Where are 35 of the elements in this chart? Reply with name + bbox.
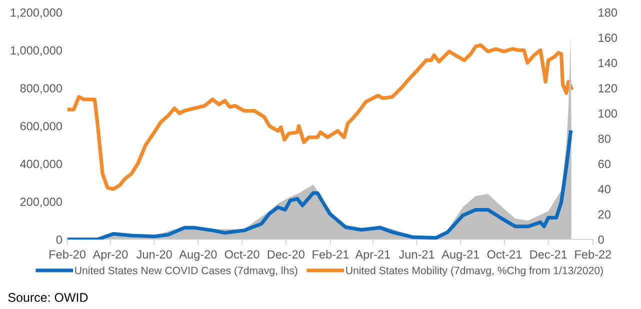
- x-tick-label: Jun-20: [136, 250, 172, 259]
- legend-label: United States New COVID Cases (7dmavg, lhs): [75, 266, 298, 276]
- y-tick-label: 1,000,000: [10, 46, 62, 56]
- legend-label: United States Mobility (7dmavg, %Chg from 1/13/2020): [346, 266, 603, 276]
- y2-tick-label: 60: [598, 160, 610, 168]
- y-tick-label: 200,000: [20, 198, 62, 208]
- y-tick-label: 0: [56, 236, 62, 244]
- x-tick-label: Dec-20: [268, 250, 304, 259]
- x-tick-label: Apr-20: [92, 250, 128, 261]
- x-tick-label: Aug-21: [442, 250, 480, 261]
- x-tick-label: Dec-21: [530, 250, 567, 259]
- x-tick-label: Feb-20: [50, 250, 86, 259]
- x-tick-label: Apr-21: [355, 250, 390, 261]
- x-tick-label: Feb-21: [312, 250, 349, 259]
- y2-tick-label: 80: [598, 134, 610, 143]
- line-series: [67, 130, 572, 240]
- line-series: [67, 43, 574, 191]
- y2-tick-label: 180: [598, 8, 618, 17]
- x-tick-label: Oct-21: [487, 250, 522, 259]
- y-tick-label: 400,000: [20, 160, 62, 170]
- x-tick-label: Jun-21: [398, 250, 434, 259]
- y-tick-label: 1,200,000: [10, 8, 62, 18]
- x-tick-label: Oct-20: [224, 250, 260, 259]
- y2-tick-label: 140: [598, 58, 618, 68]
- y2-tick-label: 120: [598, 84, 618, 92]
- y2-tick-label: 160: [598, 34, 618, 42]
- y-tick-label: 800,000: [20, 84, 62, 94]
- y2-tick-label: 0: [598, 236, 604, 244]
- source-note: Source: OWID: [8, 293, 88, 302]
- y2-tick-label: 40: [598, 185, 610, 194]
- x-tick-label: Aug-20: [179, 250, 217, 261]
- y-tick-label: 600,000: [20, 122, 62, 132]
- y2-tick-label: 100: [598, 109, 618, 118]
- x-tick-label: Feb-22: [575, 250, 612, 259]
- y2-tick-label: 20: [598, 210, 610, 219]
